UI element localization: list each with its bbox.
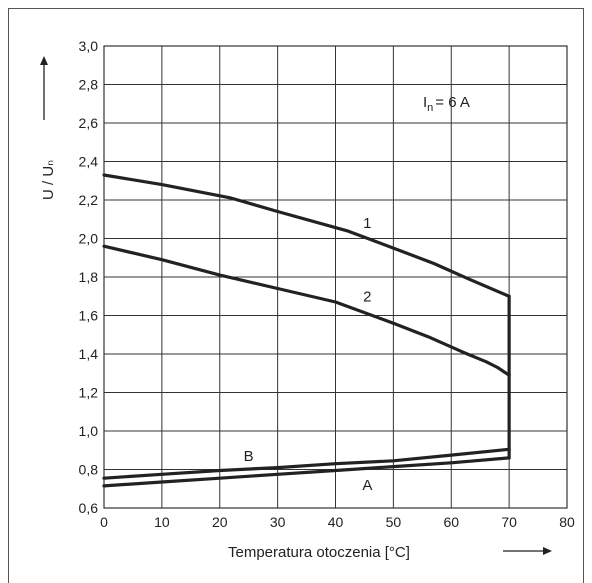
series-line-a: [102, 456, 511, 488]
x-tick-label: 80: [559, 514, 575, 530]
y-tick-label: 2,6: [79, 115, 99, 131]
series-line-2: [102, 244, 511, 377]
series-label-a: A: [362, 477, 372, 494]
y-axis-label: U / Uₙ: [40, 160, 57, 200]
y-tick-label: 1,8: [79, 269, 99, 285]
y-tick-label: 1,4: [79, 346, 99, 362]
grid: [103, 45, 568, 509]
series-line-b: [102, 447, 511, 480]
x-tick-label: 40: [328, 514, 344, 530]
series-label-b: B: [244, 448, 254, 465]
chart-frame: [8, 8, 584, 583]
y-tick-label: 2,4: [79, 154, 99, 170]
y-tick-label: 3,0: [79, 38, 99, 54]
x-axis-label: Temperatura otoczenia [°C]: [228, 544, 410, 561]
y-tick-label: 2,0: [79, 231, 99, 247]
y-tick-labels: 0,6 0,8 1,0 1,2 1,4 1,6 1,8 2,0 2,2 2,4 2,6 2,8 3,0: [79, 38, 99, 516]
x-tick-label: 60: [443, 514, 459, 530]
y-tick-label: 1,6: [79, 308, 99, 324]
y-tick-label: 1,2: [79, 385, 99, 401]
series-line-1: [102, 173, 511, 298]
plot-border: [103, 45, 568, 509]
series-lines: [102, 173, 511, 488]
x-tick-label: 10: [154, 514, 170, 530]
x-tick-label: 0: [100, 514, 108, 530]
series-label-2: 2: [363, 288, 371, 305]
y-tick-label: 2,8: [79, 77, 99, 93]
x-tick-labels: 0 10 20 30 40 50 60 70 80: [100, 514, 575, 530]
x-axis-arrow: [503, 547, 552, 555]
y-tick-label: 1,0: [79, 423, 99, 439]
x-tick-label: 30: [270, 514, 286, 530]
current-annotation: In = 6 A: [423, 94, 470, 114]
series-labels: 1 2 B A: [244, 215, 373, 494]
y-tick-label: 0,8: [79, 462, 99, 478]
y-tick-label: 0,6: [79, 500, 99, 516]
y-axis-arrow: [40, 56, 48, 120]
x-tick-label: 20: [212, 514, 228, 530]
x-tick-label: 70: [501, 514, 517, 530]
series-label-1: 1: [363, 215, 371, 232]
y-tick-label: 2,2: [79, 192, 99, 208]
x-tick-label: 50: [386, 514, 402, 530]
